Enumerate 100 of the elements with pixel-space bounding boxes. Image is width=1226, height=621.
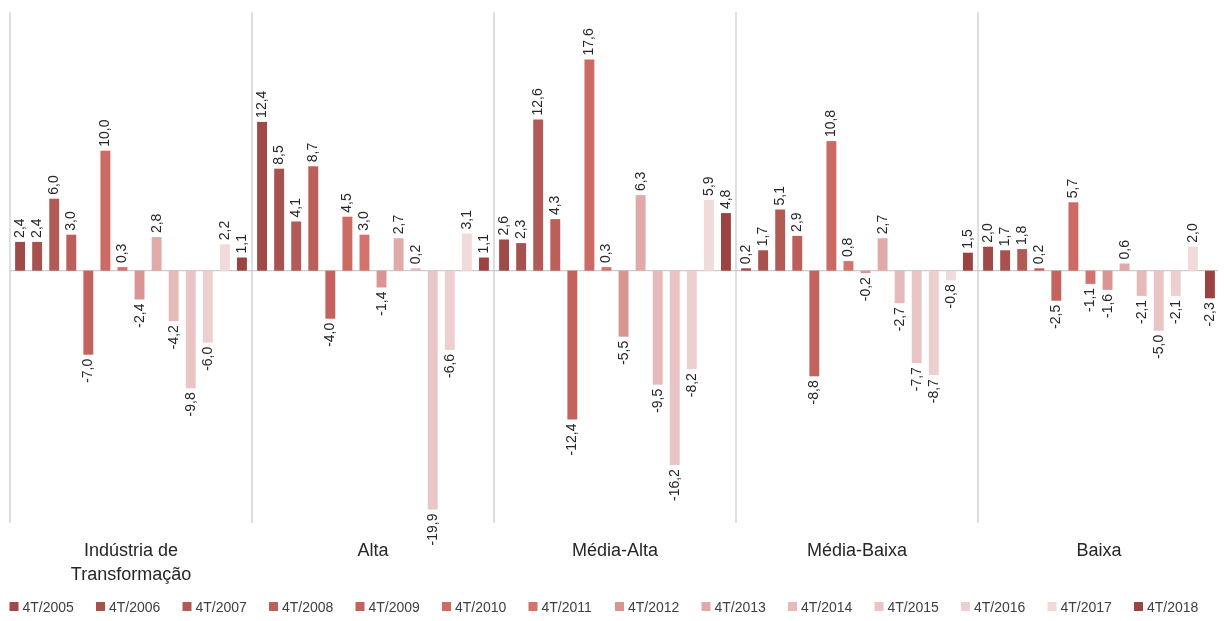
data-label: 3,0: [355, 211, 372, 231]
bar: [202, 270, 213, 343]
data-label: 3,1: [457, 209, 474, 230]
bar: [533, 119, 544, 271]
legend-label: 4T/2012: [628, 599, 680, 615]
data-label: -2,5: [1047, 304, 1064, 329]
data-label: 1,5: [958, 229, 975, 249]
bar: [1000, 250, 1011, 271]
data-label: 4,3: [546, 195, 563, 216]
data-label: -12,4: [563, 423, 580, 456]
data-label: 2,0: [979, 223, 996, 243]
x-tick-label: Média-Baixa: [806, 540, 909, 560]
data-label: -7,0: [79, 358, 96, 383]
data-label: 1,7: [754, 226, 771, 247]
data-label: -6,6: [440, 353, 457, 379]
bar: [635, 195, 646, 271]
bar: [983, 246, 994, 271]
x-tick-label: Indústria de Transformação: [70, 540, 192, 584]
data-label: 8,7: [304, 142, 321, 163]
bar: [703, 199, 714, 271]
bar: [584, 59, 595, 271]
bar: [601, 267, 612, 271]
bar: [32, 241, 43, 271]
bar: [219, 244, 230, 271]
data-label: -6,0: [198, 346, 215, 371]
data-label: 2,0: [1183, 223, 1200, 243]
bar: [809, 270, 820, 377]
data-label: -1,4: [372, 291, 389, 316]
data-label: 2,6: [495, 215, 512, 236]
bar: [478, 257, 489, 271]
bar: [308, 166, 319, 271]
bar: [49, 198, 60, 271]
data-label: 4,8: [716, 189, 733, 210]
bar: [236, 257, 247, 271]
bar: [894, 270, 905, 304]
bar: [945, 270, 956, 281]
legend-label: 4T/2015: [887, 599, 940, 615]
data-label: 0,2: [406, 244, 423, 265]
data-label: 12,6: [529, 88, 546, 116]
bar: [741, 268, 752, 271]
legend-label: 4T/2005: [22, 599, 75, 615]
bar: [257, 121, 268, 271]
bar: [444, 270, 455, 350]
bar: [1017, 249, 1028, 271]
data-label: 0,6: [1115, 239, 1132, 260]
bar: [461, 233, 472, 271]
data-label: 2,7: [873, 214, 890, 235]
data-label: -1,1: [1081, 287, 1098, 313]
bar: [928, 270, 939, 376]
bar: [1136, 270, 1147, 296]
data-label: -8,2: [682, 372, 699, 398]
bar: [325, 270, 336, 319]
data-label: 2,7: [389, 214, 406, 235]
data-label: 12,4: [253, 90, 270, 118]
bar: [1034, 268, 1045, 271]
legend-label: 4T/2007: [195, 599, 248, 615]
bar: [185, 270, 196, 389]
data-label: 2,4: [28, 218, 45, 238]
legend-label: 4T/2006: [109, 599, 161, 615]
data-label: -2,4: [130, 303, 147, 328]
bar: [669, 270, 680, 466]
bar: [843, 261, 854, 271]
data-label: 6,3: [631, 171, 648, 192]
bar: [342, 216, 353, 271]
legend-label: 4T/2010: [455, 599, 507, 615]
bar: [274, 168, 285, 271]
data-label: -2,7: [890, 306, 907, 332]
bar: [686, 270, 697, 370]
data-label: -8,7: [924, 378, 941, 404]
bar: [911, 270, 922, 364]
data-label: -16,2: [665, 468, 682, 502]
data-label: 0,2: [737, 244, 754, 265]
bar: [758, 250, 769, 271]
data-label: 1,7: [996, 226, 1013, 247]
bar: [877, 238, 888, 271]
legend-label: 4T/2017: [1060, 599, 1113, 615]
legend-label: 4T/2008: [282, 599, 334, 615]
bar: [393, 238, 404, 271]
bar: [652, 270, 663, 385]
bar: [550, 219, 561, 271]
data-label: 8,5: [270, 145, 287, 165]
data-label: -7,7: [907, 366, 924, 392]
data-label: 2,3: [512, 219, 529, 240]
data-label: 6,0: [45, 175, 62, 195]
bar: [1187, 246, 1198, 271]
data-label: 0,2: [1030, 244, 1047, 265]
bar: [151, 237, 162, 271]
legend-label: 4T/2009: [368, 599, 421, 615]
bar: [1119, 263, 1130, 271]
legend-label: 4T/2011: [541, 599, 593, 615]
legend-label: 4T/2018: [1147, 599, 1199, 615]
bar: [567, 270, 578, 420]
data-label: -5,0: [1149, 334, 1166, 359]
x-tick-label: Baixa: [1076, 540, 1123, 560]
data-label: -19,9: [423, 513, 440, 546]
bar: [15, 241, 26, 271]
bar: [1102, 270, 1113, 290]
data-label: 1,8: [1013, 225, 1030, 246]
bar: [1204, 270, 1215, 299]
legend-label: 4T/2016: [974, 599, 1026, 615]
